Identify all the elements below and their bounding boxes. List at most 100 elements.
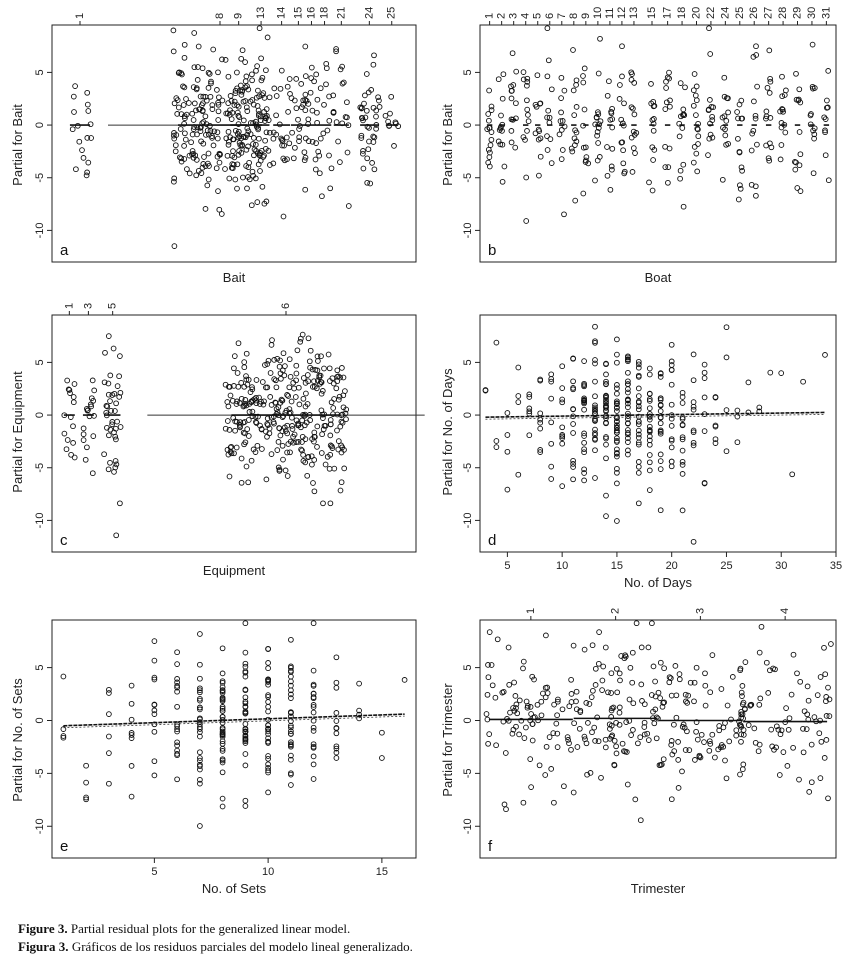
data-point <box>561 783 567 790</box>
data-point <box>526 432 533 439</box>
data-point <box>265 660 271 666</box>
top-category-label: 1 <box>484 13 496 19</box>
top-category-label: 7 <box>556 13 568 19</box>
data-point <box>263 129 270 136</box>
data-point <box>334 427 340 434</box>
data-point <box>707 741 714 747</box>
data-point <box>205 69 212 76</box>
data-point <box>290 379 297 386</box>
data-point <box>244 125 251 132</box>
top-category-label: 15 <box>292 7 304 19</box>
data-point <box>300 101 306 108</box>
data-point <box>228 98 235 104</box>
data-point <box>583 157 589 164</box>
data-point <box>784 763 791 769</box>
data-point <box>289 414 295 421</box>
data-point <box>333 710 340 716</box>
data-point <box>651 116 657 122</box>
data-point <box>734 407 741 414</box>
data-point <box>499 141 506 148</box>
data-point <box>767 667 773 674</box>
data-point <box>493 742 499 749</box>
data-point <box>287 373 294 380</box>
data-point <box>753 192 759 199</box>
data-point <box>614 450 620 457</box>
data-point <box>668 458 675 465</box>
data-point <box>592 323 598 330</box>
data-point <box>602 644 609 651</box>
data-point <box>70 440 76 446</box>
data-point <box>523 724 529 731</box>
data-point <box>302 403 309 410</box>
data-point <box>197 695 203 702</box>
data-point <box>625 353 631 360</box>
data-point <box>231 98 238 105</box>
data-point <box>690 406 697 413</box>
data-point <box>528 711 534 717</box>
data-point <box>310 728 317 734</box>
data-point <box>307 364 313 371</box>
data-point <box>675 757 682 763</box>
data-point <box>278 67 285 74</box>
data-point <box>596 121 603 128</box>
data-point <box>370 104 377 111</box>
data-point <box>254 442 261 449</box>
data-point <box>682 747 689 753</box>
data-point <box>255 126 261 133</box>
data-point <box>595 111 602 118</box>
data-point <box>625 410 631 417</box>
data-point <box>683 698 689 705</box>
data-point <box>273 93 280 99</box>
data-point <box>242 59 248 65</box>
y-tick-label: -10 <box>34 222 46 238</box>
data-point <box>193 172 200 179</box>
data-point <box>213 165 220 172</box>
data-point <box>327 417 334 423</box>
data-point <box>604 92 611 99</box>
data-point <box>310 702 317 708</box>
data-point <box>690 538 697 545</box>
data-point <box>508 139 515 146</box>
data-point <box>705 152 711 158</box>
data-point <box>650 157 656 163</box>
data-point <box>113 532 120 539</box>
data-point <box>253 67 259 74</box>
data-point <box>238 479 245 486</box>
data-point <box>676 133 683 140</box>
data-point <box>657 395 664 402</box>
data-point <box>590 687 596 694</box>
data-point <box>776 772 783 778</box>
data-point <box>625 389 631 396</box>
data-point <box>570 421 576 427</box>
data-point <box>657 427 664 434</box>
data-point <box>231 102 238 108</box>
data-point <box>709 134 716 141</box>
data-point <box>288 636 294 643</box>
data-point <box>524 128 530 134</box>
x-axis-title: Trimester <box>631 881 686 896</box>
data-point <box>219 769 226 776</box>
data-point <box>265 665 271 672</box>
data-point <box>737 771 743 778</box>
data-point <box>259 183 266 190</box>
data-point <box>778 142 785 148</box>
data-point <box>650 663 657 670</box>
data-point <box>318 390 325 397</box>
data-point <box>295 422 301 429</box>
data-point <box>722 720 728 726</box>
data-point <box>559 706 566 713</box>
data-point <box>723 407 730 413</box>
data-point <box>171 243 178 249</box>
data-point <box>614 469 620 476</box>
data-point <box>570 406 576 412</box>
data-point <box>340 79 347 86</box>
data-point <box>292 394 299 400</box>
data-point <box>240 117 247 124</box>
data-point <box>792 159 798 165</box>
data-point <box>284 473 291 479</box>
data-point <box>172 148 179 155</box>
data-point <box>616 96 623 102</box>
data-point <box>288 752 294 759</box>
data-point <box>594 132 600 139</box>
data-point <box>238 92 245 98</box>
